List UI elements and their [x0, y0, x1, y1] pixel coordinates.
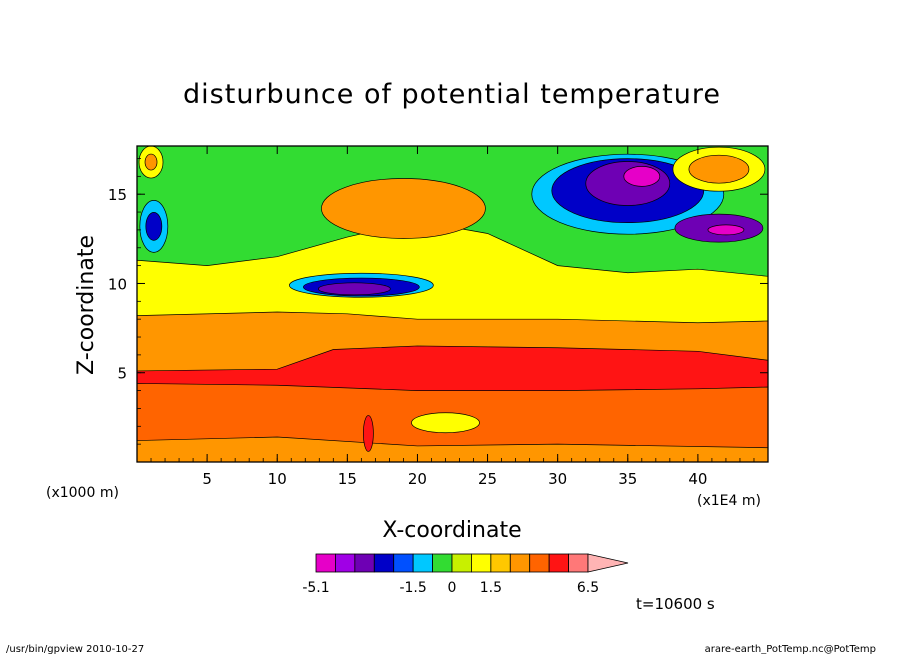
y-tick-label: 5	[117, 365, 127, 383]
x-tick-label: 5	[202, 470, 212, 488]
footer-right: arare-earth_PotTemp.nc@PotTemp	[705, 644, 876, 654]
y-tick-label: 15	[108, 186, 127, 204]
x-tick-label: 35	[618, 470, 637, 488]
colorbar-swatch	[509, 553, 531, 573]
y-axis-label: Z-coordinate	[74, 235, 99, 375]
colorbar-swatch	[354, 553, 375, 573]
footer-left: /usr/bin/gpview 2010-10-27	[6, 644, 144, 654]
colorbar-swatch	[548, 553, 569, 573]
colorbar-swatch	[471, 553, 492, 573]
colorbar: -5.1 -1.5 0 1.5 6.5	[302, 553, 629, 596]
x-tick-label: 20	[408, 470, 427, 488]
field-orange-cloud	[321, 178, 486, 239]
axes: 5 10 15 20 25 30 35 40 5 10 15	[108, 145, 769, 488]
y-tick-label: 10	[108, 275, 127, 293]
colorbar-label: 0	[448, 580, 457, 596]
colorbar-swatch	[315, 553, 336, 573]
colorbar-label: 1.5	[480, 580, 502, 596]
field-red-surface	[363, 415, 374, 452]
time-label: t=10600 s	[636, 595, 715, 613]
field-surface	[137, 436, 768, 462]
colorbar-swatch	[432, 553, 453, 573]
plot-area	[137, 146, 768, 462]
plot-frame	[136, 145, 769, 463]
field-orange-topleft	[144, 153, 158, 171]
x-tick-label: 10	[268, 470, 287, 488]
x-tick-label: 25	[478, 470, 497, 488]
colorbar-label: -5.1	[302, 580, 329, 596]
colorbar-label: -1.5	[399, 580, 426, 596]
field-magenta-right-2	[707, 224, 745, 236]
x-unit-left: (x1000 m)	[46, 485, 119, 501]
colorbar-label: 6.5	[577, 580, 599, 596]
x-tick-label: 30	[548, 470, 567, 488]
field-blue-left	[145, 211, 163, 241]
colorbar-swatch	[451, 553, 472, 573]
colorbar-swatch	[335, 553, 356, 573]
x-axis-label: X-coordinate	[382, 518, 521, 543]
colorbar-swatch	[373, 553, 395, 573]
x-tick-label: 40	[688, 470, 707, 488]
x-unit-right: (x1E4 m)	[697, 493, 761, 509]
colorbar-swatch	[529, 553, 550, 573]
colorbar-swatch	[568, 553, 589, 573]
colorbar-swatch	[393, 553, 414, 573]
colorbar-arrow	[587, 553, 629, 573]
field-orange-topright	[688, 154, 750, 184]
field-magenta-right	[623, 166, 661, 187]
colorbar-swatch	[412, 553, 433, 573]
colorbar-swatch	[490, 553, 511, 573]
field-yellow-surface	[411, 412, 480, 434]
field-purple-jet	[317, 282, 391, 296]
x-tick-label: 15	[338, 470, 357, 488]
field-purple-right	[585, 161, 671, 206]
chart-title: disturbunce of potential temperature	[183, 79, 721, 110]
